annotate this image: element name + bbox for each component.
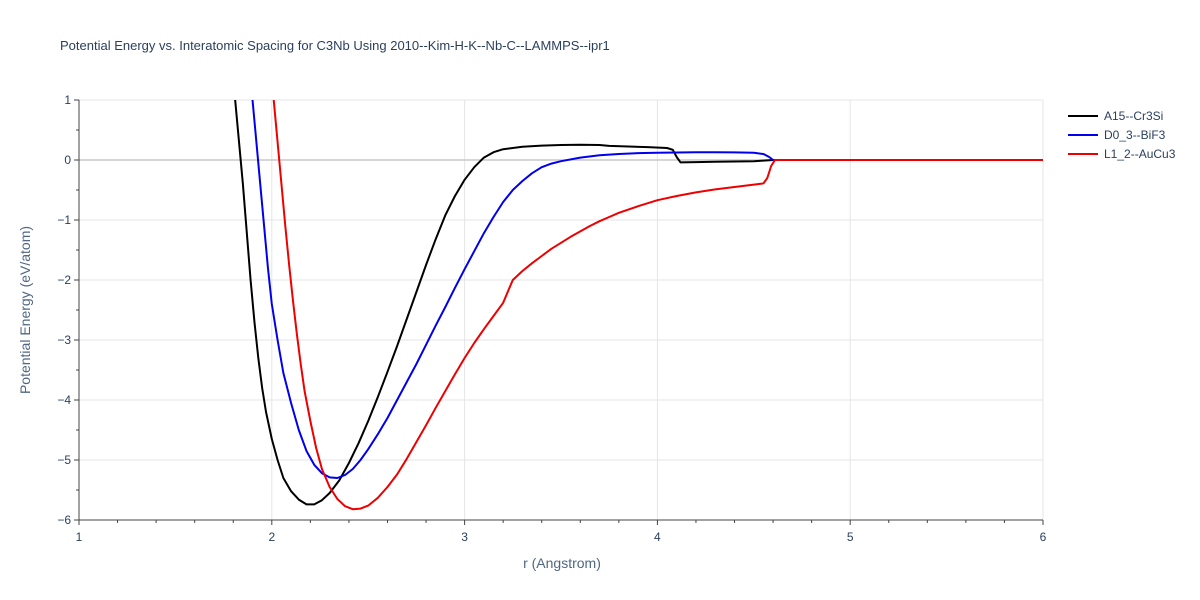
y-tick-label: −6 <box>57 513 71 527</box>
legend-item[interactable]: A15--Cr3Si <box>1068 109 1163 123</box>
x-tick-label: 1 <box>76 530 83 544</box>
legend-item[interactable]: D0_3--BiF3 <box>1068 128 1166 142</box>
legend-label: L1_2--AuCu3 <box>1104 147 1176 161</box>
y-tick-label: 1 <box>64 93 71 107</box>
axes: 1 2 3 4 5 6 1 0 −1 −2 −3 −4 −5 −6 <box>57 93 1046 544</box>
y-tick-label: 0 <box>64 153 71 167</box>
x-tick-label: 6 <box>1040 530 1047 544</box>
legend-item[interactable]: L1_2--AuCu3 <box>1068 147 1176 161</box>
y-tick-label: −2 <box>57 273 71 287</box>
y-tick-label: −4 <box>57 393 71 407</box>
legend[interactable]: A15--Cr3Si D0_3--BiF3 L1_2--AuCu3 <box>1068 109 1176 161</box>
x-tick-label: 4 <box>654 530 661 544</box>
series-lines <box>234 100 1043 511</box>
y-tick-label: −3 <box>57 333 71 347</box>
y-axis-label: Potential Energy (eV/atom) <box>17 226 33 394</box>
y-tick-label: −5 <box>57 453 71 467</box>
x-tick-label: 5 <box>847 530 854 544</box>
x-tick-label: 3 <box>461 530 468 544</box>
x-axis-label: r (Angstrom) <box>523 555 601 571</box>
y-tick-label: −1 <box>57 213 71 227</box>
series-line-D0_3--BiF3 <box>251 100 1043 479</box>
legend-label: A15--Cr3Si <box>1104 109 1163 123</box>
series-line-A15--Cr3Si <box>234 100 1043 506</box>
x-tick-label: 2 <box>268 530 275 544</box>
legend-label: D0_3--BiF3 <box>1104 128 1166 142</box>
series-line-L1_2--AuCu3 <box>272 100 1043 511</box>
chart-title: Potential Energy vs. Interatomic Spacing… <box>60 38 610 53</box>
